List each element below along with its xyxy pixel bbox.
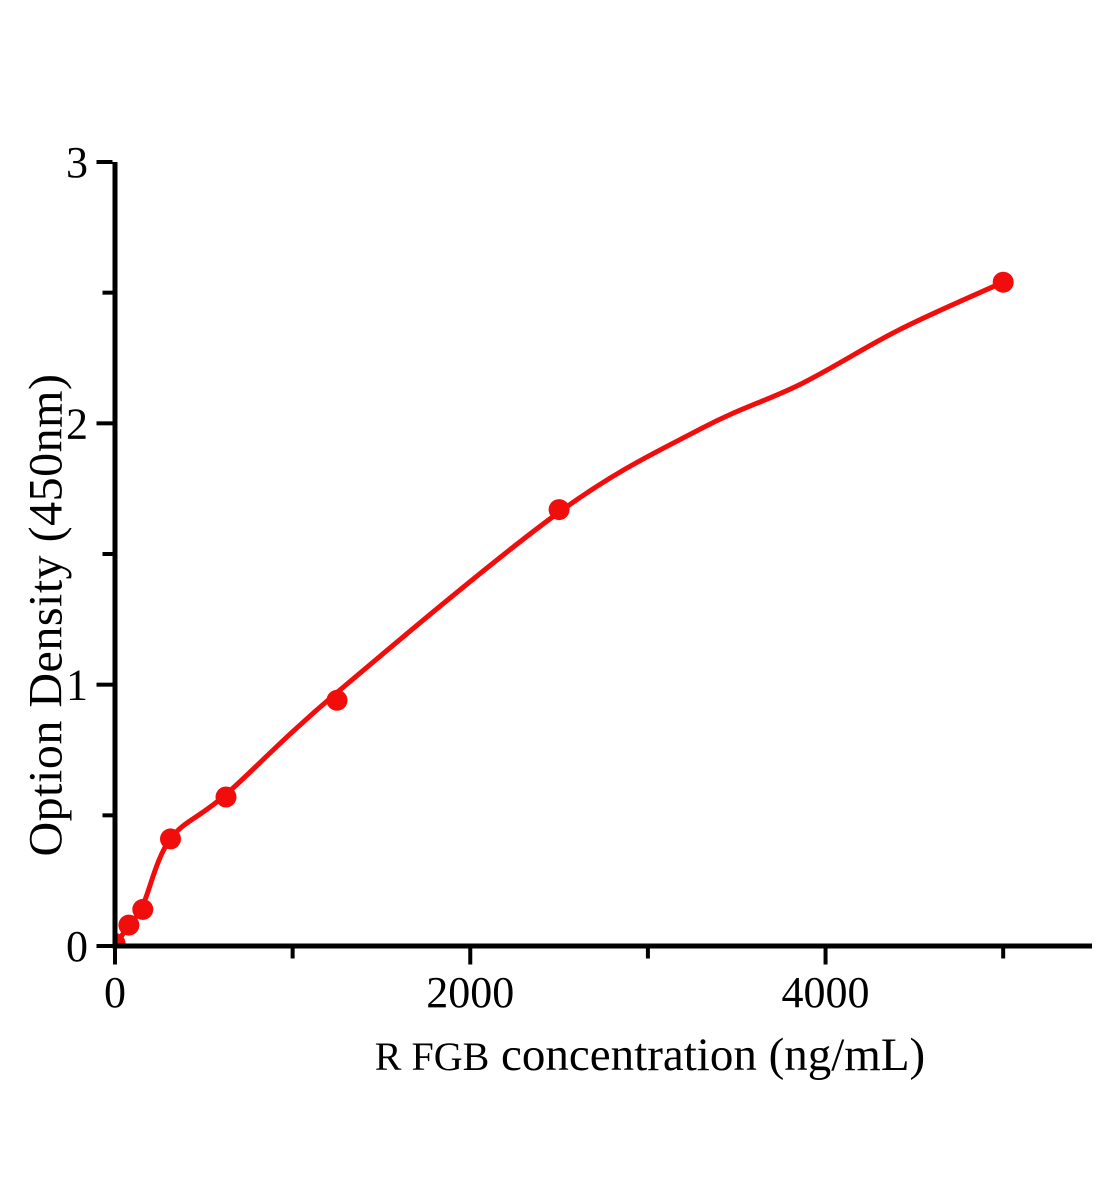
data-point bbox=[118, 914, 140, 936]
y-tick-label: 2 bbox=[66, 399, 88, 448]
x-axis-title-text: concentration (ng/mL) bbox=[489, 1029, 926, 1081]
y-axis-title: Option Density (450nm) bbox=[19, 374, 74, 857]
data-point bbox=[215, 786, 237, 808]
y-tick-label: 1 bbox=[66, 661, 88, 710]
data-point bbox=[160, 828, 181, 850]
x-axis-title-analyte: R FGB bbox=[374, 1034, 490, 1079]
y-tick-label: 3 bbox=[66, 138, 88, 187]
data-point bbox=[132, 898, 154, 920]
data-point bbox=[326, 689, 348, 711]
x-tick-label: 4000 bbox=[782, 968, 870, 1017]
x-tick-label: 0 bbox=[104, 968, 126, 1017]
fit-curve bbox=[115, 279, 1006, 946]
x-tick-label: 2000 bbox=[426, 968, 514, 1017]
y-axis-title-text: Option Density (450nm) bbox=[19, 373, 73, 857]
data-point bbox=[115, 932, 126, 946]
data-point bbox=[992, 271, 1014, 293]
x-axis-title: R FGB concentration (ng/mL) bbox=[375, 1028, 925, 1082]
data-point bbox=[548, 499, 570, 521]
y-tick-label: 0 bbox=[66, 922, 88, 971]
